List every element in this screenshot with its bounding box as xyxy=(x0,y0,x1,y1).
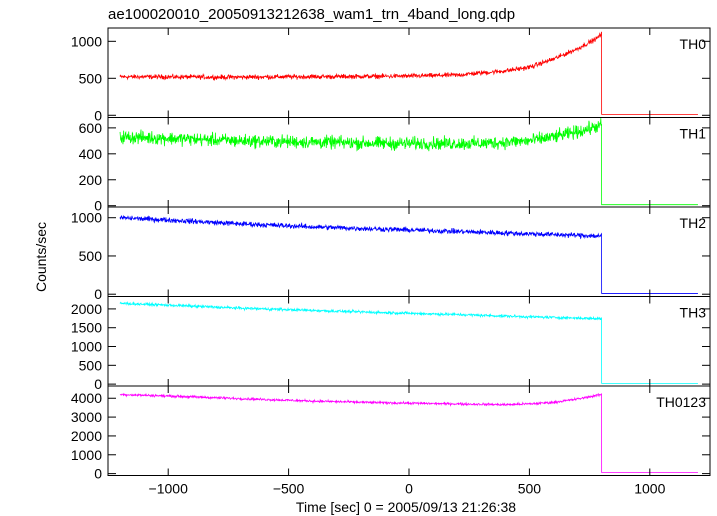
y-tick-label: 0 xyxy=(94,466,102,482)
x-tick-label: 500 xyxy=(518,481,542,497)
y-tick-label: 1000 xyxy=(71,33,102,49)
chart-title: ae100020010_20050913212638_wam1_trn_4ban… xyxy=(108,6,515,23)
x-tick-label: 1000 xyxy=(634,481,665,497)
panels-group: 0 500 1000 TH0 0 200 400 600 TH1 0 500 1000 TH2 0 500 1… xyxy=(71,27,711,482)
series-line-th1 xyxy=(119,118,698,206)
series-line-th0123 xyxy=(119,392,698,473)
y-tick-label: 200 xyxy=(79,172,103,188)
y-tick-label: 500 xyxy=(79,357,103,373)
series-line-th2 xyxy=(119,214,698,294)
y-tick-label: 0 xyxy=(94,198,102,214)
panel-th0123: 0 1000 2000 3000 4000 TH0123 xyxy=(71,385,711,482)
y-tick-label: 4000 xyxy=(71,390,102,406)
x-axis-label: Time [sec] 0 = 2005/09/13 21:26:38 xyxy=(296,499,516,515)
panel-label-th0123: TH0123 xyxy=(656,394,706,410)
panel-label-th2: TH2 xyxy=(680,215,707,231)
y-tick-label: 2000 xyxy=(71,301,102,317)
y-tick-label: 2000 xyxy=(71,428,102,444)
y-tick-label: 500 xyxy=(79,70,103,86)
panel-label-th1: TH1 xyxy=(680,126,707,142)
panel-th3: 0 500 1000 1500 2000 TH3 xyxy=(71,296,711,392)
y-tick-label: 0 xyxy=(94,107,102,123)
y-tick-label: 600 xyxy=(79,120,103,136)
y-tick-label: 1000 xyxy=(71,447,102,463)
x-tick-label: −500 xyxy=(273,481,305,497)
y-tick-label: 1000 xyxy=(71,339,102,355)
y-axis-label: Counts/sec xyxy=(33,222,49,292)
y-tick-label: 1000 xyxy=(71,210,102,226)
y-tick-label: 0 xyxy=(94,376,102,392)
panel-label-th3: TH3 xyxy=(680,305,707,321)
x-axis: −1000 −500 0 500 1000 xyxy=(149,481,666,497)
series-line-th3 xyxy=(119,300,698,384)
y-tick-label: 0 xyxy=(94,286,102,302)
x-tick-label: 0 xyxy=(405,481,413,497)
y-tick-label: 1500 xyxy=(71,320,102,336)
x-tick-label: −1000 xyxy=(149,481,189,497)
panel-label-th0: TH0 xyxy=(680,36,707,52)
y-tick-label: 500 xyxy=(79,248,103,264)
y-tick-label: 3000 xyxy=(71,409,102,425)
series-line-th0 xyxy=(119,31,698,115)
y-tick-label: 400 xyxy=(79,146,103,162)
